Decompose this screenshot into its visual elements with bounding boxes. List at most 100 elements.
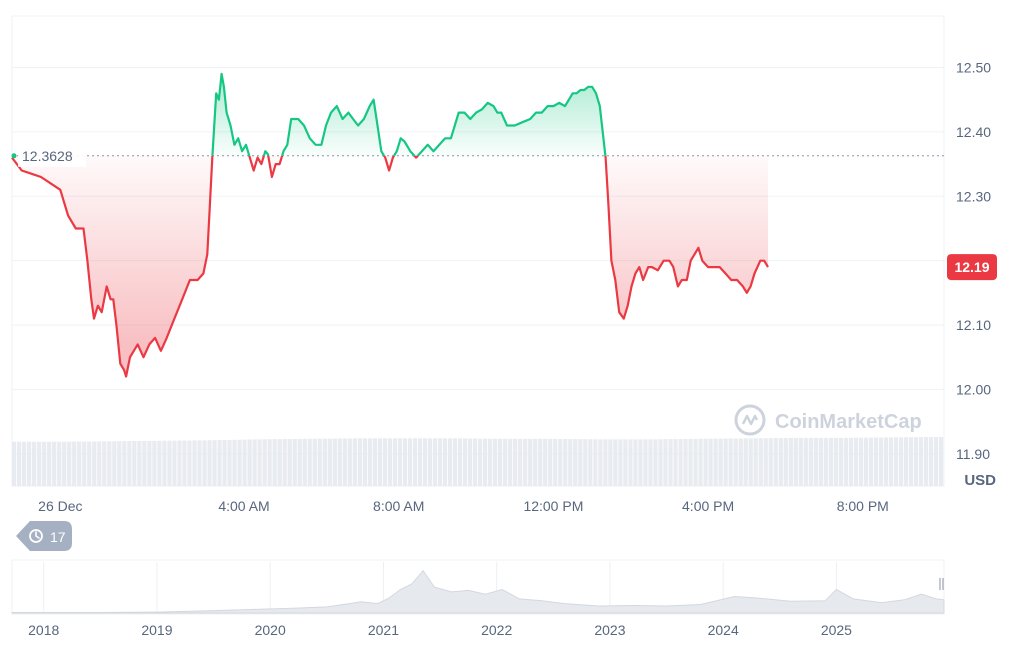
volume-bar (362, 438, 367, 486)
volume-bar (452, 438, 458, 486)
volume-bar (277, 439, 282, 486)
unit-label: USD (964, 472, 996, 489)
volume-bar (588, 439, 593, 486)
y-tick-label: 12.50 (956, 60, 991, 76)
x-tick-label: 4:00 AM (218, 498, 269, 514)
volume-bar (513, 438, 518, 486)
volume-bar (603, 439, 608, 486)
volume-bar (202, 440, 207, 486)
volume-bar (748, 438, 753, 486)
volume-bar (267, 439, 272, 486)
volume-bar (112, 441, 117, 486)
volume-bar (307, 438, 312, 486)
volume-bar (708, 438, 713, 486)
volume-bar (843, 437, 848, 486)
volume-bar (472, 438, 478, 486)
price-line-below (11, 155, 769, 378)
volume-bar (668, 439, 673, 486)
volume-bar (122, 441, 127, 486)
volume-bar (227, 439, 232, 486)
volume-bar (553, 438, 558, 486)
volume-bar (292, 438, 297, 486)
volume-bar (923, 437, 929, 486)
y-tick-label: 12.10 (956, 317, 991, 333)
navigator-tick-label: 2019 (141, 622, 172, 638)
volume-bar (302, 438, 307, 486)
volume-bar (683, 438, 688, 486)
volume-bar (457, 438, 463, 486)
volume-bar (262, 439, 267, 486)
volume-bar (17, 441, 22, 486)
navigator-history-area (11, 569, 945, 614)
volume-bar (347, 438, 352, 486)
volume-bar (543, 438, 548, 486)
volume-bar (788, 437, 793, 486)
y-tick-label: 12.40 (956, 124, 991, 140)
area-fill-above-baseline (12, 73, 768, 156)
volume-bar (698, 438, 703, 486)
volume-bar (488, 438, 493, 486)
volume-bar (357, 438, 362, 486)
navigator-handle[interactable] (939, 578, 944, 590)
volume-bar (177, 440, 182, 486)
area-fill-below-baseline (12, 155, 768, 377)
volume-bar (883, 437, 889, 486)
volume-bar (538, 438, 543, 486)
volume-bar (407, 438, 413, 486)
volume-bar (422, 438, 428, 486)
y-tick-label: 12.30 (956, 188, 991, 204)
volume-bar (838, 437, 843, 486)
volume-bar (447, 438, 453, 486)
volume-bar (633, 439, 638, 486)
volume-bar (382, 438, 388, 486)
volume-bar (833, 437, 838, 486)
volume-bar (402, 438, 408, 486)
volume-bar (918, 437, 924, 486)
volume-bar (47, 441, 52, 486)
volume-bar (377, 438, 382, 486)
volume-bar (367, 438, 372, 486)
volume-bar (548, 438, 553, 486)
volume-bar (678, 439, 683, 486)
volume-bar (753, 438, 758, 486)
volume-bar (478, 438, 483, 486)
volume-bar (818, 437, 823, 486)
volume-bar (873, 437, 879, 486)
volume-bar (42, 441, 47, 486)
volume-bar (72, 441, 77, 486)
volume-bar (127, 441, 132, 486)
volume-bar (808, 437, 813, 486)
history-badge[interactable]: 17 (16, 521, 72, 551)
volume-bar (412, 438, 418, 486)
volume-bar (623, 439, 628, 486)
volume-bar (773, 438, 778, 486)
navigator-frame (11, 559, 945, 615)
volume-bar (37, 441, 42, 486)
volume-bar (352, 438, 357, 486)
volume-bar (928, 437, 934, 486)
volume-bar (67, 441, 72, 486)
volume-bar (803, 437, 808, 486)
volume-bar (297, 438, 302, 486)
volume-bar (498, 438, 503, 486)
x-tick-label: 8:00 PM (837, 498, 889, 514)
history-icon (29, 529, 43, 543)
navigator-tick-label: 2023 (594, 622, 625, 638)
volume-bar (888, 437, 894, 486)
coinmarketcap-logo-icon (734, 404, 766, 436)
volume-bar (77, 441, 82, 486)
volume-bar (427, 438, 433, 486)
volume-bar (102, 441, 107, 486)
volume-bar (12, 441, 17, 486)
volume-bar (152, 440, 157, 486)
volume-bar (563, 439, 568, 486)
navigator-tick-label: 2025 (821, 622, 852, 638)
volume-bar (723, 438, 728, 486)
volume-bar (57, 441, 62, 486)
volume-bar (312, 438, 317, 486)
volume-bar (558, 438, 563, 486)
volume-bar (868, 437, 874, 486)
volume-bar (462, 438, 468, 486)
volume-bar (903, 437, 909, 486)
